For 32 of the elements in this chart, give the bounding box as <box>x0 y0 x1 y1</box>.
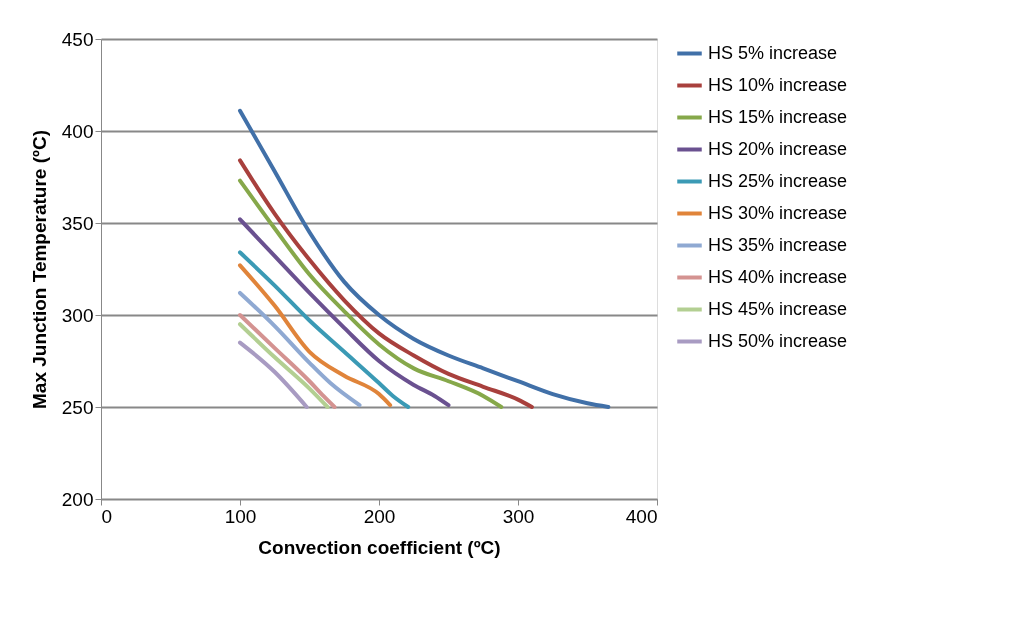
x-tick-label: 200 <box>363 505 396 527</box>
y-tick-label: 300 <box>61 304 94 326</box>
y-tick-label: 350 <box>61 212 94 234</box>
line-series <box>238 313 337 409</box>
y-tick-label: 200 <box>61 488 94 510</box>
legend-label: HS 5% increase <box>708 42 838 63</box>
legend-label: HS 40% increase <box>708 266 848 287</box>
line-series <box>238 217 451 408</box>
line-series <box>238 263 393 408</box>
line-series <box>238 158 534 409</box>
y-tick-label: 450 <box>61 28 94 50</box>
line-series <box>238 250 411 409</box>
legend-label: HS 25% increase <box>708 170 848 191</box>
y-axis-title: Max Junction Temperature (ºC) <box>28 130 50 409</box>
y-tick-label: 250 <box>61 396 94 418</box>
legend-label: HS 45% increase <box>708 298 848 319</box>
legend-label: HS 30% increase <box>708 202 848 223</box>
y-tick-label: 400 <box>61 120 94 142</box>
x-tick-label: 300 <box>502 505 535 527</box>
line-series <box>238 290 362 408</box>
legend-label: HS 50% increase <box>708 330 848 351</box>
x-tick-label: 100 <box>224 505 257 527</box>
legend-label: HS 15% increase <box>708 106 848 127</box>
line-series <box>238 322 330 409</box>
legend-label: HS 35% increase <box>708 234 848 255</box>
legend-label: HS 20% increase <box>708 138 848 159</box>
x-tick-label: 400 <box>625 505 658 527</box>
line-series <box>238 108 611 409</box>
line-series <box>238 178 504 409</box>
x-tick-label: 0 <box>101 505 113 527</box>
legend-label: HS 10% increase <box>708 74 848 95</box>
x-axis-title: Convection coefficient (ºC) <box>258 536 501 558</box>
